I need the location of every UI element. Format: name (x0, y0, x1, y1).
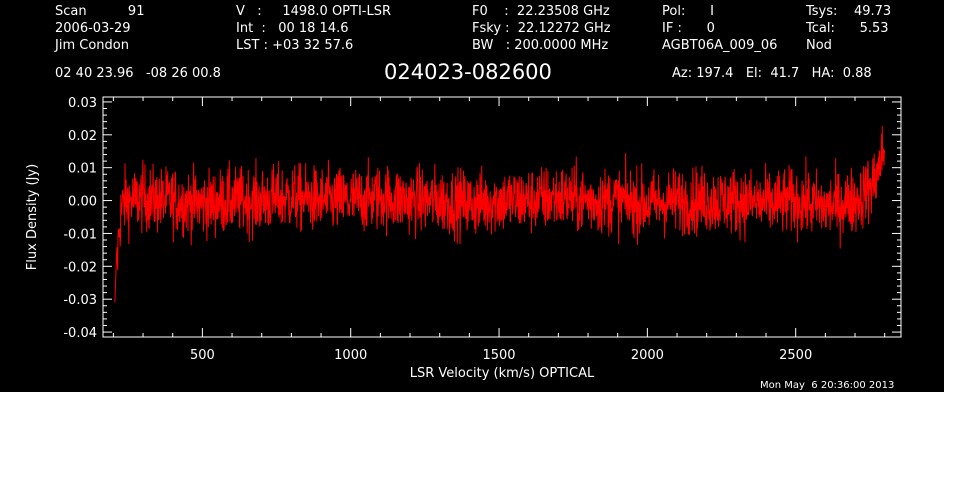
spectrum-chart: 500 1000 1500 2000 2500 -0.04 -0.03 -0.02 -0.01 0… (25, 96, 902, 381)
y-tick-label: 0.00 (68, 195, 97, 210)
y-tick-label: 0.02 (68, 129, 97, 144)
header-tcal: Tcal: 5.53 (806, 21, 889, 36)
az-el-ha: Az: 197.4 El: 41.7 HA: 0.88 (672, 66, 872, 81)
header-rest-freq: F0 : 22.23508 GHz (472, 4, 610, 19)
y-tick-label: -0.01 (63, 227, 97, 242)
header-scan: Scan 91 (55, 4, 145, 19)
y-tick-label: -0.04 (63, 326, 97, 341)
plot-panel: 500 1000 1500 2000 2500 -0.04 -0.03 -0.02 -0.01 0… (0, 0, 944, 392)
source-name: 024023-082600 (384, 60, 552, 84)
y-tick-label: 0.01 (68, 162, 97, 177)
header-sky-freq: Fsky : 22.12272 GHz (472, 21, 611, 36)
spectrum-trace (114, 125, 886, 303)
x-tick-label: 500 (190, 348, 215, 363)
x-tick-label: 1000 (334, 348, 367, 363)
header-observer: Jim Condon (55, 38, 129, 53)
source-coordinates: 02 40 23.96 -08 26 00.8 (55, 66, 221, 81)
x-tick-label: 2000 (631, 348, 664, 363)
x-tick-label: 2500 (779, 348, 812, 363)
y-tick-label: -0.03 (63, 293, 97, 308)
header-lst: LST : +03 32 57.6 (236, 38, 354, 53)
header-if: IF : 0 (662, 21, 715, 36)
y-tick-label: 0.03 (68, 96, 97, 111)
header-pol: Pol: I (662, 4, 714, 19)
plot-frame (102, 96, 902, 338)
header-date: 2006-03-29 (55, 21, 131, 36)
y-axis-label: Flux Density (Jy) (25, 164, 40, 270)
header-procedure: Nod (806, 38, 832, 53)
timestamp: Mon May 6 20:36:00 2013 (760, 380, 895, 391)
header-integration: Int : 00 18 14.6 (236, 21, 349, 36)
header-bandwidth: BW : 200.0000 MHz (472, 38, 609, 53)
y-tick-label: -0.02 (63, 260, 97, 275)
x-axis-label: LSR Velocity (km/s) OPTICAL (410, 366, 595, 381)
header-tsys: Tsys: 49.73 (806, 4, 892, 19)
header-project: AGBT06A_009_06 (662, 38, 778, 53)
header-velocity: V : 1498.0 OPTI-LSR (236, 4, 392, 19)
x-tick-label: 1500 (482, 348, 515, 363)
